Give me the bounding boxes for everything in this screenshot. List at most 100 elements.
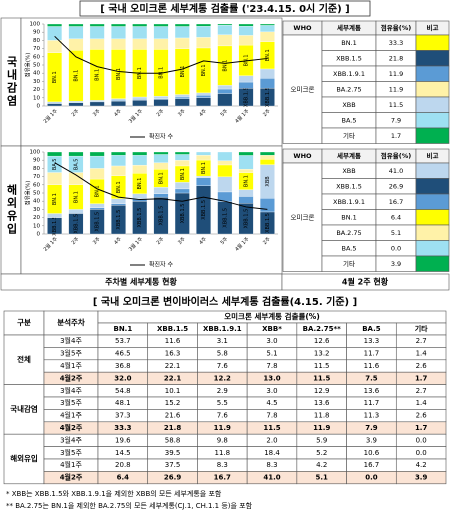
share-value: 33.3 xyxy=(389,39,403,47)
cell xyxy=(415,127,450,144)
bar-segment xyxy=(89,155,105,169)
x-tick-label: 3주 xyxy=(177,108,187,118)
bar-segment xyxy=(89,26,105,39)
bar-segment xyxy=(89,203,105,208)
bar-segment xyxy=(196,155,211,161)
segment-label: BN.1 xyxy=(159,172,165,184)
x-tick-label: 2주 xyxy=(262,108,272,118)
week: 4월1주 xyxy=(60,460,82,469)
bar-segment xyxy=(238,23,254,27)
y-tick-label: 70 xyxy=(33,174,40,180)
week: 3월5주 xyxy=(60,349,82,358)
lineage-name: 기타 xyxy=(343,131,355,140)
lineage-name: BA.5 xyxy=(342,244,357,252)
segment-label: XBB.1.5 xyxy=(222,208,228,228)
share-value: 6.4 xyxy=(391,213,401,221)
segment-label: XBB.1.5 xyxy=(159,206,165,226)
y-axis-label: 점유율(%) xyxy=(25,181,32,206)
bar-segment xyxy=(68,102,84,107)
bar-segment xyxy=(259,25,275,33)
bar-segment xyxy=(132,164,148,174)
cell-value: 2.7 xyxy=(416,337,427,345)
lineage-name: BA.5 xyxy=(342,116,357,124)
cell-value: 20.8 xyxy=(115,461,131,469)
group-name: 전체 xyxy=(17,354,31,364)
bar-segment xyxy=(111,203,126,206)
title-box xyxy=(79,0,371,17)
bar-segment xyxy=(111,155,126,167)
column-header: XBB.1.9.1 xyxy=(203,325,242,333)
line xyxy=(54,162,268,210)
week: 3월4주 xyxy=(60,386,82,395)
bar-segment xyxy=(174,94,190,98)
bar-segment xyxy=(238,35,254,46)
bar-segment xyxy=(89,151,105,157)
cell xyxy=(415,162,450,179)
bar-segment xyxy=(89,100,105,103)
y-tick-label: 40 xyxy=(33,199,40,205)
bar-segment xyxy=(259,31,275,42)
segment-label: XBB.1.5 xyxy=(244,209,250,229)
cell-value: 21.6 xyxy=(165,412,181,420)
x-tick-label: 4주 xyxy=(198,236,208,246)
bar-segment xyxy=(196,175,211,178)
bar-segment xyxy=(47,172,63,185)
x-tick-label: 3주 xyxy=(92,108,102,118)
x-tick-label: 3주 xyxy=(177,236,187,246)
bar-segment xyxy=(47,23,63,27)
bar-segment xyxy=(259,155,275,160)
segment-label: XBB xyxy=(265,176,271,187)
cell-value: 37.5 xyxy=(165,461,181,469)
y-tick-label: 80 xyxy=(33,166,40,172)
bar-segment xyxy=(174,151,190,155)
week: 4월1주 xyxy=(60,361,82,370)
cell-value: 1.7 xyxy=(415,374,428,382)
cell-value: 11.5 xyxy=(263,424,280,432)
cell-value: 15.2 xyxy=(165,399,181,407)
segment-label: XBB.1.5 xyxy=(201,200,207,220)
week: 3월5주 xyxy=(60,398,82,407)
bar-segment xyxy=(259,23,275,26)
x-tick-label: 2주 xyxy=(71,236,81,246)
bar-segment xyxy=(47,213,63,218)
cell xyxy=(43,310,99,336)
week: 3월4주 xyxy=(60,435,82,444)
lineage-name: BA.2.75 xyxy=(336,85,361,93)
cell-value: 19.6 xyxy=(115,436,131,444)
group-name: 해외유입 xyxy=(10,453,38,463)
cell xyxy=(415,34,450,51)
y-tick-label: 10 xyxy=(33,95,40,101)
segment-label: XBB.1.5 xyxy=(265,213,271,233)
cell-value: 10.1 xyxy=(165,387,181,395)
cell-value: 7.8 xyxy=(266,362,277,370)
y-axis-label: 점유율(%) xyxy=(25,53,32,78)
y-tick-label: 50 xyxy=(33,63,40,69)
cell-value: 2.9 xyxy=(217,387,228,395)
bar-segment xyxy=(89,101,105,107)
bar-segment xyxy=(238,189,254,197)
bar-segment xyxy=(238,155,254,170)
bar-segment xyxy=(111,98,126,101)
bar-segment xyxy=(238,75,254,83)
cell-value: 16.3 xyxy=(165,350,181,358)
cell-value: 12.9 xyxy=(314,387,330,395)
bar-segment xyxy=(153,154,169,163)
bar-segment xyxy=(174,96,190,99)
bar-segment xyxy=(111,100,126,107)
cell-value: 3.9 xyxy=(366,436,377,444)
bar-segment xyxy=(174,160,190,167)
bar-segment xyxy=(132,96,148,100)
x-tick-label: 4주 xyxy=(113,236,123,246)
bar-segment xyxy=(47,151,63,157)
cell-value: 11.8 xyxy=(314,412,330,420)
footnote: ** BA.2.75는 BN.1을 제외한 BA.2.75의 모든 세부계통(C… xyxy=(6,501,253,510)
cell-value: 16.7 xyxy=(214,474,231,482)
bar-segment xyxy=(217,88,233,94)
table-header: 점유율(%) xyxy=(381,151,411,160)
section-label: 국내감염 xyxy=(5,56,18,108)
bar-segment xyxy=(153,193,169,198)
table-header: 세부계통 xyxy=(337,151,361,160)
cell xyxy=(415,50,450,67)
segment-label: XBB.1.5 xyxy=(52,216,58,236)
